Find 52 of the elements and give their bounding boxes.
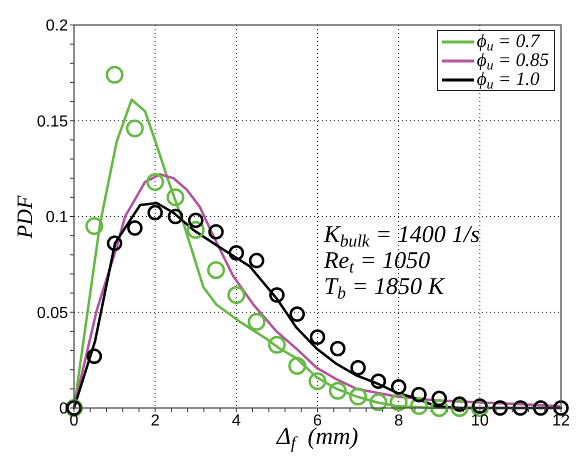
point	[106, 66, 124, 84]
point	[248, 312, 266, 331]
x-tick-label: 12	[552, 412, 570, 430]
point	[106, 236, 122, 252]
point	[452, 396, 468, 412]
point	[168, 208, 184, 224]
x-tick-label: 4	[232, 412, 241, 430]
point	[350, 360, 366, 376]
point	[248, 252, 264, 268]
x-tick-label: 8	[394, 412, 404, 430]
point	[492, 400, 508, 416]
point	[532, 400, 548, 416]
point	[328, 382, 347, 400]
point	[349, 388, 368, 406]
point	[288, 356, 306, 375]
point	[85, 217, 104, 236]
point	[289, 306, 305, 322]
point	[390, 393, 408, 412]
point	[126, 119, 144, 138]
x-axis-title: Δ$_{f}$ (mm)	[276, 424, 358, 452]
point	[166, 188, 184, 206]
point	[86, 348, 102, 364]
point	[208, 224, 224, 240]
point	[370, 373, 386, 389]
point	[227, 286, 246, 304]
annotation: Re$_{t}$ = 1050	[324, 248, 432, 277]
point	[411, 386, 427, 402]
y-tick-label: 0.2	[46, 18, 68, 35]
point	[269, 287, 285, 303]
point	[369, 393, 388, 412]
point	[268, 336, 286, 354]
point	[512, 400, 528, 416]
x-tick-label: 2	[150, 412, 160, 430]
point	[390, 379, 406, 395]
annotation: T$_{b}$ = 1850 K	[324, 274, 446, 303]
y-tick-label: 0.05	[36, 304, 68, 322]
point	[310, 329, 326, 345]
point	[330, 340, 346, 356]
point	[146, 173, 164, 191]
x-tick-label: 10	[470, 412, 489, 430]
point	[188, 212, 204, 228]
point	[432, 390, 447, 406]
point	[472, 398, 488, 414]
point	[228, 245, 244, 261]
y-tick-label: 0.15	[36, 113, 68, 130]
annotation: K$_{bulk}$ = 1400 1/s	[324, 222, 480, 251]
y-tick-label: 0.1	[46, 209, 68, 226]
point	[127, 220, 143, 236]
y-axis-title: PDF	[12, 195, 38, 238]
point	[207, 261, 225, 280]
point	[147, 204, 163, 220]
point	[308, 372, 326, 390]
